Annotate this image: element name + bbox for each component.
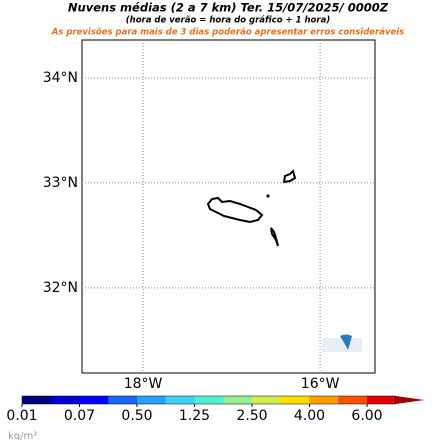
coastline	[206, 169, 297, 247]
colorbar-segment	[338, 396, 368, 404]
colorbar-unit: kg/m²	[8, 431, 37, 440]
colorbar-segment	[223, 396, 253, 404]
colorbar-label: 4.00	[294, 408, 325, 424]
colorbar-label: 6.00	[351, 408, 382, 424]
colorbar-segment	[165, 396, 195, 404]
y-tick-label: 33°N	[43, 175, 78, 191]
y-tick-label: 32°N	[43, 280, 78, 296]
colorbar-segment	[309, 396, 339, 404]
colorbar-label: 0.07	[64, 408, 95, 424]
chart-subtitle: (hora de verão = hora do gráfico + 1 hor…	[126, 16, 331, 26]
x-tick-label: 18°W	[124, 376, 163, 392]
map-frame	[81, 39, 376, 374]
colorbar-label: 2.50	[236, 408, 267, 424]
colorbar-extend	[395, 396, 425, 404]
colorbar-segment	[194, 396, 224, 404]
colorbar-segment	[108, 396, 138, 404]
chart-title: Nuvens médias (2 a 7 km) Ter. 15/07/2025…	[68, 1, 389, 15]
colorbar-segment	[367, 396, 397, 404]
x-tick-label: 16°W	[301, 376, 340, 392]
colorbar-segment	[252, 396, 282, 404]
colorbar-label: 0.01	[6, 408, 37, 424]
warning: As previsões para mais de 3 dias poderão…	[51, 28, 405, 38]
colorbar-segment	[22, 396, 52, 404]
colorbar-segment	[137, 396, 167, 404]
colorbar-segment	[50, 396, 80, 404]
y-tick-label: 34°N	[43, 70, 78, 86]
colorbar-label: 1.25	[179, 408, 210, 424]
colorbar-frame	[21, 395, 396, 405]
colorbar-label: 0.50	[121, 408, 152, 424]
colorbar-segment	[280, 396, 310, 404]
logo	[322, 334, 362, 352]
colorbar-segment	[79, 396, 109, 404]
